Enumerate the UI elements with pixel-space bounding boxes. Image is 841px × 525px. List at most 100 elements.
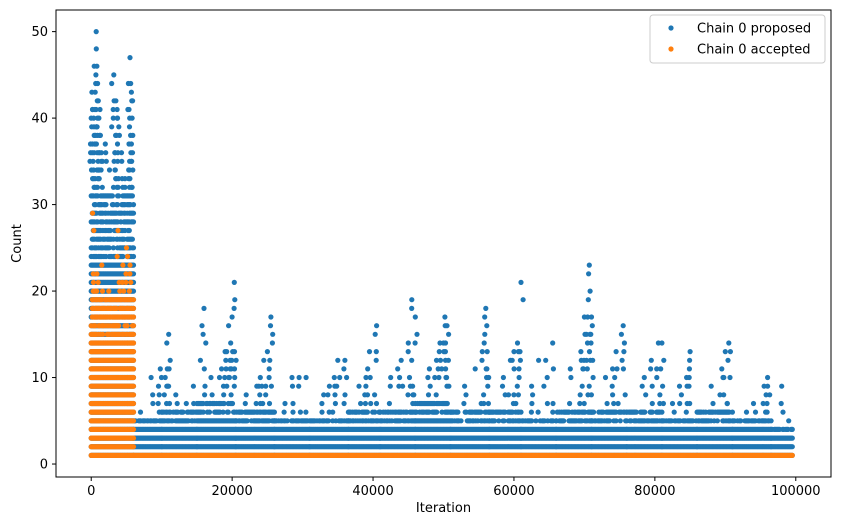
proposed-point — [229, 400, 236, 407]
proposed-point — [589, 323, 595, 329]
proposed-point — [103, 158, 109, 164]
proposed-point — [517, 349, 523, 355]
proposed-point — [364, 409, 370, 415]
proposed-point — [425, 374, 431, 381]
proposed-point — [789, 435, 795, 441]
proposed-point — [657, 392, 663, 398]
proposed-point — [479, 357, 485, 363]
proposed-point — [150, 392, 156, 398]
proposed-point — [611, 400, 617, 407]
proposed-point — [479, 349, 485, 355]
proposed-point — [206, 409, 213, 415]
proposed-point — [162, 374, 168, 381]
proposed-point — [659, 340, 665, 346]
proposed-point — [335, 357, 341, 363]
proposed-point — [395, 366, 401, 372]
proposed-point — [130, 271, 137, 277]
proposed-point — [461, 400, 467, 407]
proposed-point — [387, 383, 393, 389]
proposed-point — [114, 106, 120, 113]
proposed-point — [120, 253, 126, 260]
proposed-point — [303, 374, 309, 381]
proposed-point — [445, 357, 451, 363]
proposed-point — [232, 374, 238, 381]
proposed-point — [130, 253, 137, 260]
proposed-point — [550, 340, 556, 346]
proposed-point — [93, 29, 99, 35]
proposed-point — [334, 383, 340, 389]
proposed-point — [126, 167, 132, 173]
proposed-point — [373, 400, 380, 407]
proposed-point — [724, 400, 730, 407]
proposed-point — [261, 357, 267, 363]
proposed-point — [764, 409, 770, 415]
proposed-point — [119, 158, 125, 164]
proposed-point — [130, 98, 136, 104]
proposed-point — [687, 400, 693, 407]
proposed-point — [244, 418, 250, 424]
proposed-point — [332, 392, 338, 398]
proposed-point — [128, 89, 134, 95]
proposed-point — [409, 357, 415, 363]
proposed-point — [96, 115, 102, 121]
proposed-point — [780, 409, 786, 415]
proposed-point — [677, 400, 683, 407]
proposed-point — [484, 366, 490, 372]
proposed-point — [511, 366, 517, 372]
proposed-point — [332, 400, 338, 407]
proposed-point — [442, 340, 449, 346]
proposed-point — [437, 357, 444, 363]
proposed-point — [543, 357, 549, 363]
proposed-point — [472, 366, 478, 372]
proposed-point — [584, 366, 590, 372]
proposed-point — [223, 366, 229, 372]
proposed-point — [148, 374, 154, 381]
proposed-point — [514, 383, 520, 389]
proposed-point — [231, 279, 237, 285]
proposed-point — [581, 400, 587, 407]
proposed-point — [414, 331, 420, 337]
proposed-point — [290, 409, 296, 415]
proposed-point — [478, 409, 484, 415]
proposed-point — [264, 349, 270, 355]
proposed-point — [221, 392, 227, 398]
proposed-point — [398, 357, 404, 363]
proposed-point — [517, 357, 524, 363]
proposed-point — [209, 392, 215, 398]
proposed-point — [727, 374, 733, 381]
proposed-point — [321, 392, 327, 398]
proposed-point — [183, 400, 189, 407]
proposed-point — [116, 124, 122, 130]
proposed-point — [231, 383, 237, 389]
proposed-point — [257, 374, 263, 381]
proposed-point — [484, 349, 490, 355]
proposed-point — [90, 176, 96, 182]
proposed-point — [586, 383, 592, 389]
proposed-point — [128, 80, 134, 87]
proposed-point — [789, 426, 795, 432]
proposed-point — [200, 409, 206, 415]
proposed-point — [789, 444, 795, 450]
proposed-point — [729, 409, 736, 415]
proposed-point — [768, 418, 774, 424]
proposed-point — [319, 409, 325, 415]
proposed-point — [126, 106, 132, 113]
proposed-point — [99, 184, 105, 190]
proposed-point — [115, 150, 121, 156]
proposed-point — [726, 340, 732, 346]
proposed-point — [505, 392, 512, 398]
proposed-point — [92, 89, 98, 95]
proposed-point — [641, 374, 647, 381]
proposed-point — [530, 392, 536, 398]
proposed-point — [405, 340, 411, 346]
proposed-point — [444, 400, 450, 407]
proposed-point — [263, 392, 269, 398]
proposed-point — [199, 323, 205, 329]
proposed-point — [225, 409, 231, 415]
proposed-point — [290, 400, 296, 407]
proposed-point — [721, 374, 727, 381]
proposed-point — [410, 383, 416, 389]
proposed-point — [222, 374, 228, 381]
proposed-point — [654, 374, 660, 381]
proposed-point — [764, 400, 770, 407]
